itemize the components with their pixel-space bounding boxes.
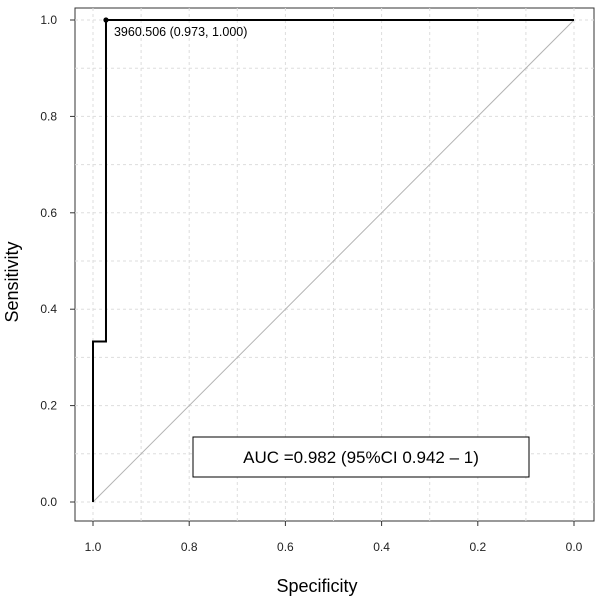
roc-curve (92, 19, 574, 502)
auc-box (192, 436, 530, 478)
y-tick-label: 0.0 (40, 495, 57, 509)
x-tick-label: 1.0 (85, 540, 102, 554)
y-tick-label: 0.2 (40, 399, 57, 413)
plot-area (74, 7, 595, 522)
y-axis-ticks: 0.0 0.2 0.4 0.6 0.8 1.0 (40, 13, 75, 509)
y-tick-label: 0.6 (40, 206, 57, 220)
threshold-label: 3960.506 (0.973, 1.000) (114, 25, 247, 39)
x-tick-label: 0.0 (566, 540, 583, 554)
reference-diagonal (92, 19, 575, 503)
x-tick-label: 0.4 (373, 540, 390, 554)
x-axis-title: Specificity (276, 576, 357, 596)
x-axis-ticks: 1.0 0.8 0.6 0.4 0.2 0.0 (85, 521, 583, 554)
y-tick-label: 1.0 (40, 13, 57, 27)
x-tick-label: 0.8 (181, 540, 198, 554)
x-tick-label: 0.6 (277, 540, 294, 554)
auc-text: AUC =0.982 (95%CI 0.942 – 1) (243, 448, 479, 467)
x-tick-label: 0.2 (469, 540, 486, 554)
y-tick-label: 0.8 (40, 109, 57, 123)
y-tick-label: 0.4 (40, 302, 57, 316)
y-axis-title: Sensitivity (2, 241, 22, 322)
threshold-point (103, 17, 109, 23)
